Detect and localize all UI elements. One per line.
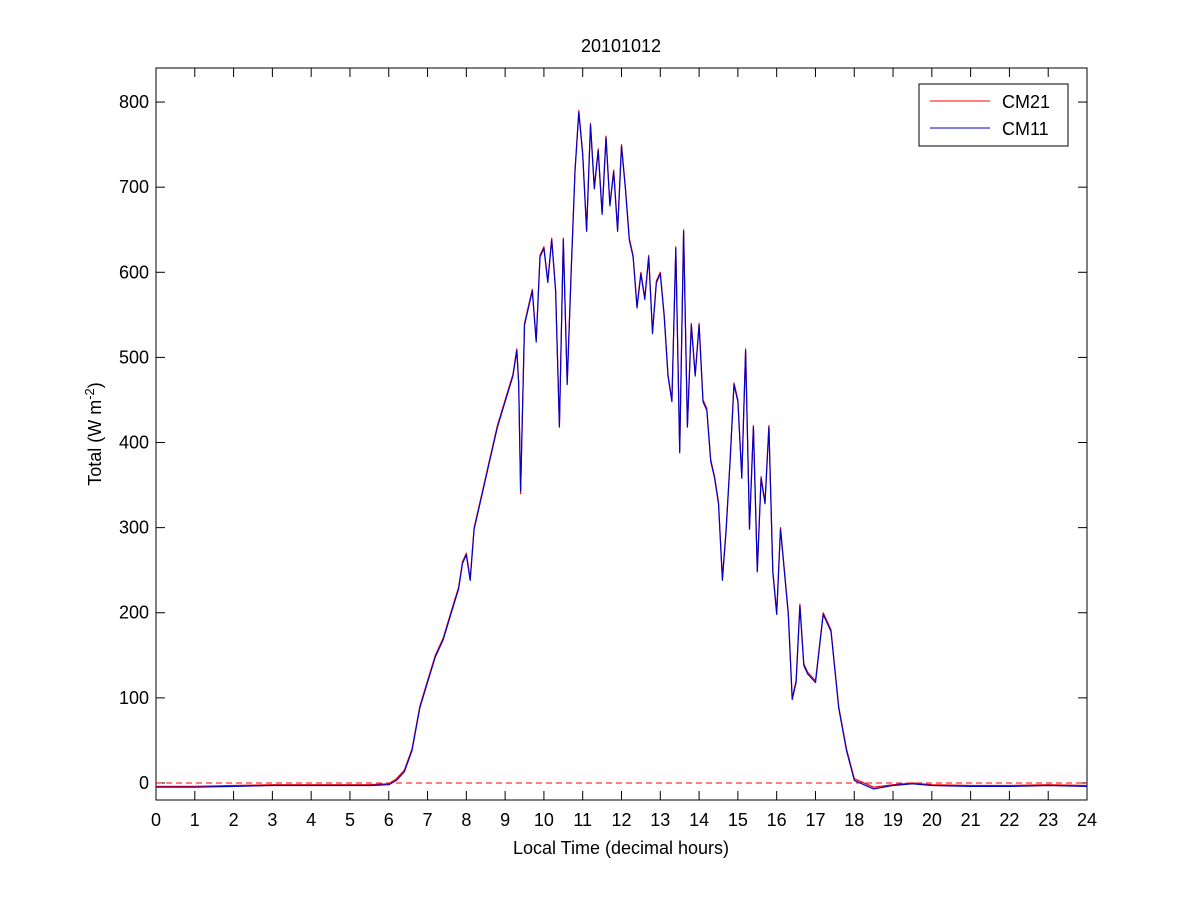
x-tick-label: 6 [384,810,394,830]
y-tick-label: 200 [119,603,149,623]
x-tick-label: 15 [728,810,748,830]
x-tick-label: 20 [922,810,942,830]
legend-label-cm21: CM21 [1002,92,1050,112]
y-tick-label: 300 [119,518,149,538]
y-tick-label: 600 [119,262,149,282]
series-lines [156,109,1088,790]
y-tick-label: 0 [139,773,149,793]
x-tick-label: 3 [267,810,277,830]
x-tick-label: 11 [573,810,592,830]
legend-label-cm11: CM11 [1002,119,1049,139]
x-tick-label: 4 [306,810,316,830]
y-axis-label-suffix: ) [85,382,105,388]
x-tick-label: 9 [500,810,510,830]
x-axis-label: Local Time (decimal hours) [513,838,729,858]
y-tick-label: 700 [119,177,149,197]
y-axis-tick-labels: 0 100 200 300 400 500 600 700 800 [119,92,149,793]
x-tick-label: 7 [423,810,433,830]
legend-box [918,83,1069,147]
x-tick-label: 21 [961,810,981,830]
y-axis-ticks [156,101,1087,784]
x-tick-label: 19 [883,810,903,830]
x-tick-label: 24 [1077,810,1097,830]
x-tick-label: 12 [611,810,631,830]
plot-area [155,67,1088,801]
x-tick-label: 14 [689,810,709,830]
y-tick-label: 400 [119,433,149,453]
y-tick-label: 800 [119,92,149,112]
x-tick-label: 1 [190,810,200,830]
x-tick-label: 23 [1038,810,1058,830]
y-axis-label: Total (W m-2) [82,382,105,486]
x-tick-label: 5 [345,810,355,830]
x-tick-label: 8 [461,810,471,830]
legend: CM21 CM11 [918,83,1069,147]
x-tick-label: 16 [767,810,787,830]
x-axis-ticks [155,68,1088,800]
x-tick-label: 17 [805,810,825,830]
x-tick-label: 18 [844,810,864,830]
x-tick-label: 0 [151,810,161,830]
chart-title: 20101012 [581,36,661,56]
y-axis-label-exponent: -2 [82,388,97,400]
series-line-cm11 [156,111,1088,790]
x-axis-tick-labels: 0 1 2 3 4 5 6 7 8 9 10 11 12 13 14 15 16 17 18 19 20 21 22 23 24 [151,810,1097,830]
x-tick-label: 2 [229,810,239,830]
x-tick-label: 22 [999,810,1019,830]
y-tick-label: 500 [119,347,149,367]
y-tick-label: 100 [119,688,149,708]
x-tick-label: 13 [650,810,670,830]
y-axis-label-prefix: Total (W m [85,400,105,486]
x-tick-label: 10 [534,810,554,830]
